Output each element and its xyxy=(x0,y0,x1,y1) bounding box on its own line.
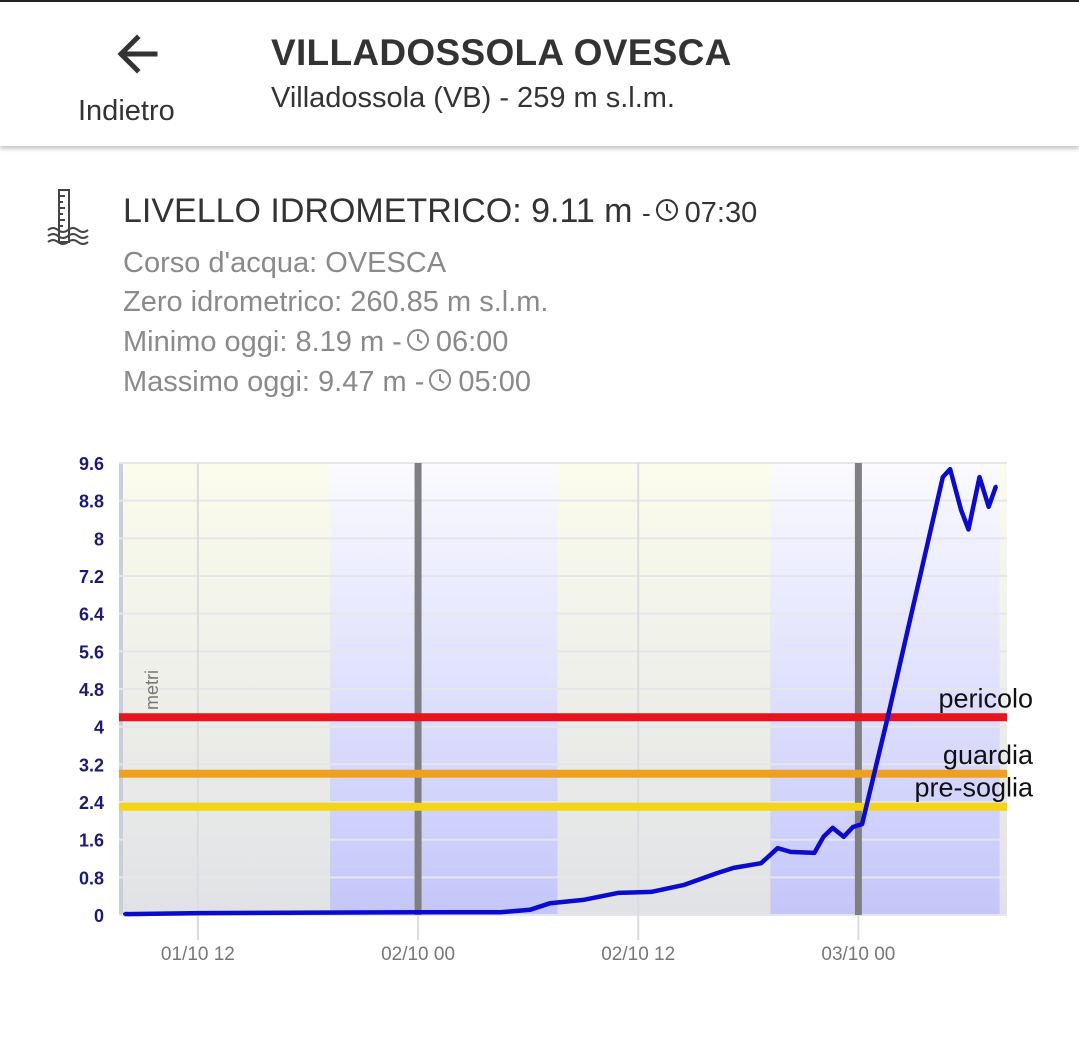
min-today-label: Minimo oggi: 8.19 m - xyxy=(123,326,402,358)
data-point xyxy=(198,911,202,915)
threshold-label-pre-soglia: pre-soglia xyxy=(914,773,1034,803)
y-tick-label: 6.4 xyxy=(79,605,104,625)
y-tick-label: 0.8 xyxy=(79,868,104,888)
gauge-zero: Zero idrometrico: 260.85 m s.l.m. xyxy=(123,286,549,318)
max-today-label: Massimo oggi: 9.47 m - xyxy=(123,366,425,398)
data-point xyxy=(789,850,793,854)
data-point xyxy=(732,866,736,870)
data-point xyxy=(776,846,780,850)
data-point xyxy=(499,910,503,914)
data-point xyxy=(528,908,532,912)
data-point xyxy=(682,883,686,887)
app-header: Indietro VILLADOSSOLA OVESCA Villadossol… xyxy=(0,0,1079,146)
x-tick-label: 01/10 12 xyxy=(161,944,235,965)
water-level-value: LIVELLO IDROMETRICO: 9.11 m xyxy=(123,192,633,230)
data-point xyxy=(886,715,890,719)
data-point xyxy=(649,890,653,894)
y-tick-label: 5.6 xyxy=(79,642,104,662)
data-point xyxy=(851,825,855,829)
station-subtitle: Villadossola (VB) - 259 m s.l.m. xyxy=(271,82,675,114)
data-point xyxy=(966,527,970,531)
y-tick-label: 0 xyxy=(94,906,104,926)
y-tick-label: 8 xyxy=(94,529,104,549)
station-title: VILLADOSSOLA OVESCA xyxy=(271,32,732,73)
arrow-left-icon xyxy=(117,34,158,74)
data-point xyxy=(948,467,952,471)
data-point xyxy=(831,826,835,830)
data-point xyxy=(616,891,620,895)
max-today-time: 05:00 xyxy=(458,366,531,398)
data-point xyxy=(987,505,991,509)
y-tick-label: 4 xyxy=(94,718,104,738)
water-gauge-icon xyxy=(47,189,89,245)
x-tick-label: 02/10 00 xyxy=(381,944,455,965)
clock-icon xyxy=(655,199,678,222)
y-tick-label: 1.6 xyxy=(79,831,104,851)
data-point xyxy=(812,851,816,855)
data-point xyxy=(959,508,963,512)
y-tick-label: 9.6 xyxy=(79,454,104,474)
data-point xyxy=(759,861,763,865)
x-tick-label: 03/10 00 xyxy=(821,944,895,965)
data-point xyxy=(842,835,846,839)
y-tick-label: 3.2 xyxy=(79,755,104,775)
clock-icon xyxy=(429,369,452,392)
data-point xyxy=(416,910,420,914)
water-level-chart: 0 0.8 1.6 2.4 3.2 4 4.8 5.6 6.4 7.2 8 8.8 9.6 01/10 1… xyxy=(79,454,1034,965)
y-tick-label: 7.2 xyxy=(79,567,104,587)
data-point xyxy=(822,835,826,839)
back-label: Indietro xyxy=(78,95,175,127)
max-today: Massimo oggi: 9.47 m - 05:00 xyxy=(123,366,531,399)
separator: - xyxy=(641,198,651,228)
data-point xyxy=(548,901,552,905)
y-tick-label: 2.4 xyxy=(79,793,104,813)
y-tick-label: 8.8 xyxy=(79,492,104,512)
y-axis-label: metri xyxy=(142,670,162,710)
threshold-label-guardia: guardia xyxy=(943,740,1034,770)
data-point xyxy=(581,898,585,902)
data-point xyxy=(994,484,998,488)
data-point xyxy=(977,475,981,479)
data-point xyxy=(941,475,945,479)
y-tick-label: 4.8 xyxy=(79,680,104,700)
reading-time: 07:30 xyxy=(684,197,758,229)
data-point xyxy=(715,871,719,875)
min-today-time: 06:00 xyxy=(435,326,509,358)
river-name: Corso d'acqua: OVESCA xyxy=(123,247,447,279)
back-button[interactable]: Indietro xyxy=(70,22,205,137)
min-today: Minimo oggi: 8.19 m - 06:00 xyxy=(123,326,508,359)
water-level-heading: LIVELLO IDROMETRICO: 9.11 m - 07:30 xyxy=(123,192,757,231)
clock-icon xyxy=(406,329,429,352)
data-point xyxy=(860,822,864,826)
threshold-label-pericolo: pericolo xyxy=(938,683,1033,713)
x-tick-label: 02/10 12 xyxy=(601,944,675,965)
data-point xyxy=(123,912,127,916)
